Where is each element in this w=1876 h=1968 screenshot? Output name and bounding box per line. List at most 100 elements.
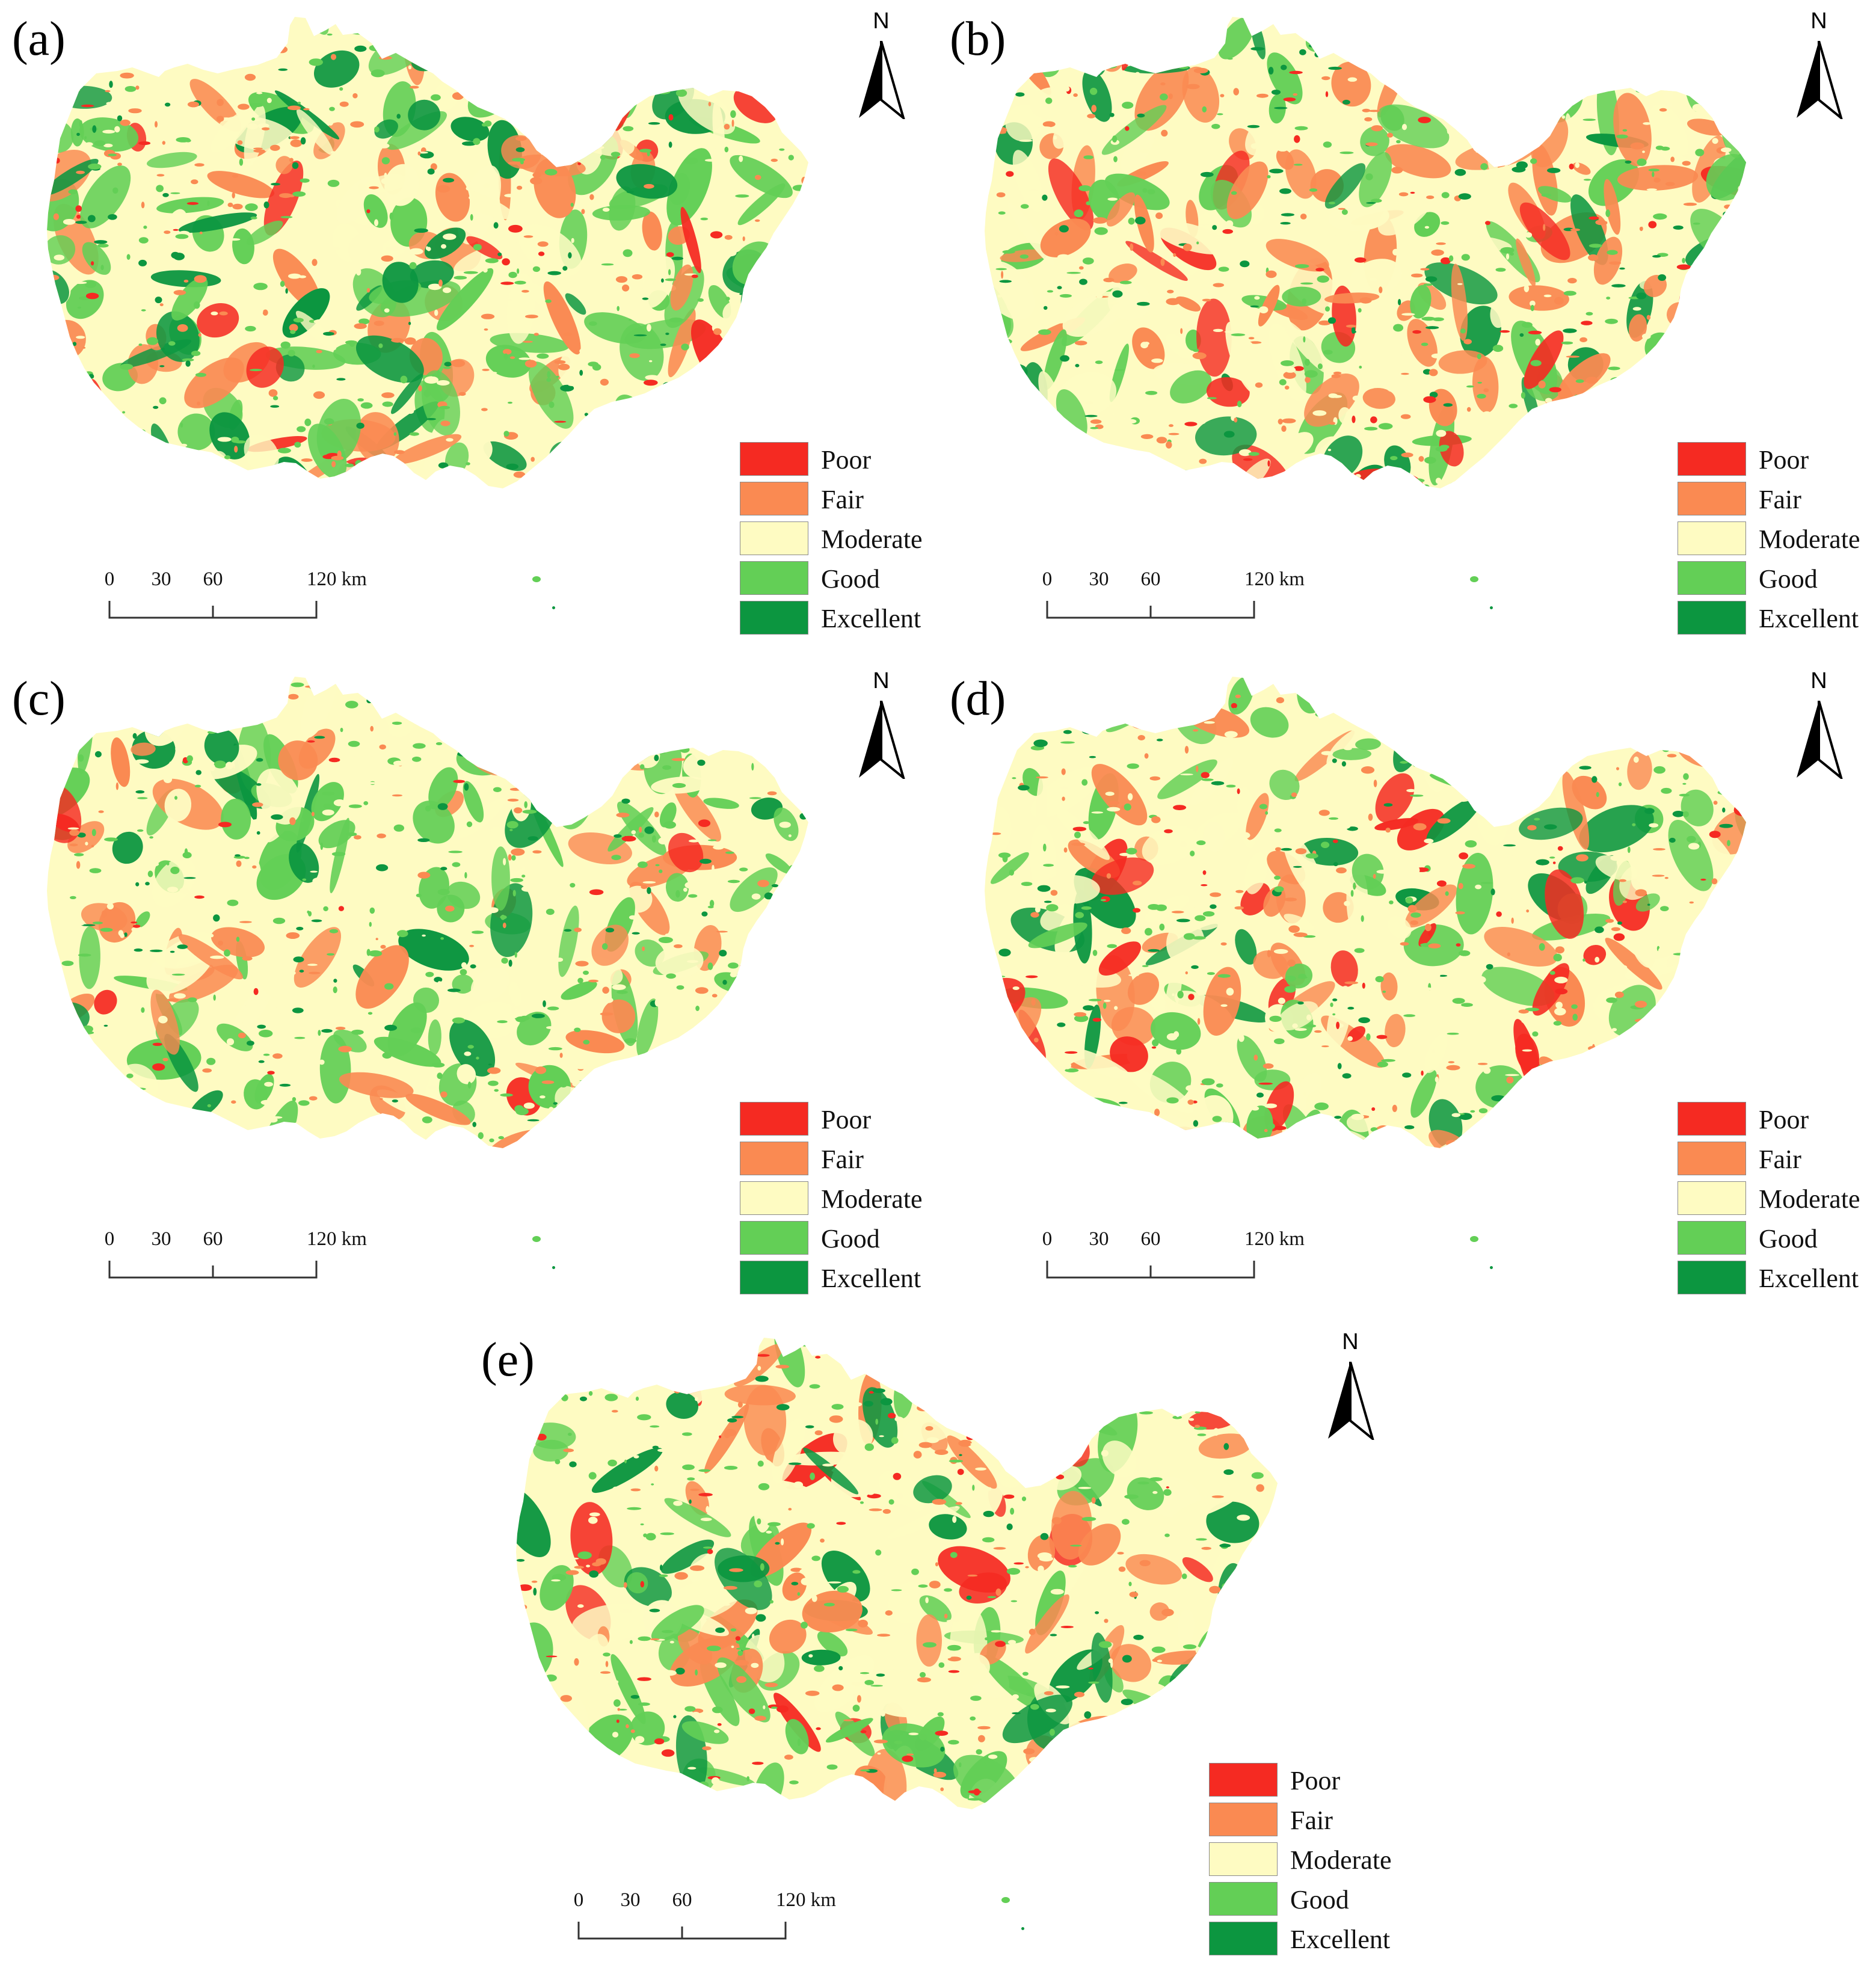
map-islet <box>1470 576 1478 582</box>
legend-label: Good <box>1759 1224 1818 1253</box>
legend-label: Good <box>1290 1885 1349 1914</box>
legend-label: Fair <box>821 1145 864 1174</box>
scale-tick-60: 60 <box>203 1228 223 1250</box>
north-arrow-icon <box>1797 701 1843 779</box>
north-letter: N <box>873 8 890 34</box>
legend-item-excellent: Excellent <box>1209 1922 1425 1957</box>
legend-swatch <box>1678 482 1746 515</box>
map-islet <box>532 576 541 582</box>
scale-bar-line <box>108 601 318 619</box>
legend-swatch <box>1678 1102 1746 1136</box>
map-region <box>47 677 808 1148</box>
legend-swatch <box>740 521 808 555</box>
scale-bar-line <box>1046 601 1255 619</box>
legend-label: Moderate <box>1759 1184 1860 1214</box>
panel-e: (e) N Poor Fair Moderate Good Excellent … <box>469 1321 1407 1968</box>
legend-item-poor: Poor <box>1678 442 1876 477</box>
legend-swatch <box>740 1142 808 1175</box>
legend-label: Good <box>821 1224 880 1253</box>
legend-swatch <box>740 1102 808 1136</box>
legend-label: Poor <box>1759 445 1809 475</box>
scale-tick-60: 60 <box>672 1889 692 1911</box>
scale-tick-30: 30 <box>1089 1228 1109 1250</box>
scale-tick-30: 30 <box>151 568 171 590</box>
legend-label: Poor <box>1759 1105 1809 1134</box>
legend-swatch <box>740 482 808 515</box>
north-arrow: N <box>1792 668 1846 780</box>
legend-label: Excellent <box>1759 604 1859 633</box>
panel-d: (d) N Poor Fair Moderate Good Excellent … <box>938 660 1876 1315</box>
scale-tick-0: 0 <box>104 568 115 590</box>
legend-item-fair: Fair <box>1678 1142 1876 1176</box>
map-region <box>985 17 1746 488</box>
scale-bar-line <box>108 1261 318 1279</box>
legend-label: Moderate <box>1290 1845 1392 1875</box>
legend-item-excellent: Excellent <box>1678 1261 1876 1296</box>
scale-bar-line <box>1046 1261 1255 1279</box>
scale-bar: 0 30 60 120 km <box>1042 568 1359 623</box>
legend-label: Moderate <box>821 524 923 554</box>
legend-swatch <box>1209 1882 1278 1916</box>
scale-bar-line <box>577 1922 787 1940</box>
map-islet <box>1470 1236 1478 1242</box>
legend-label: Good <box>821 564 880 594</box>
legend-swatch <box>1678 442 1746 476</box>
legend-item-excellent: Excellent <box>1678 601 1876 636</box>
legend-label: Fair <box>821 485 864 514</box>
legend-item-moderate: Moderate <box>1678 521 1876 556</box>
scale-tick-30: 30 <box>151 1228 171 1250</box>
panel-c: (c) N Poor Fair Moderate Good Excellent … <box>0 660 938 1315</box>
legend: Poor Fair Moderate Good Excellent <box>740 442 956 635</box>
legend-swatch <box>740 561 808 595</box>
scale-tick-30: 30 <box>620 1889 641 1911</box>
north-letter: N <box>1810 8 1827 34</box>
legend-label: Moderate <box>1759 524 1860 554</box>
legend-label: Fair <box>1759 1145 1801 1174</box>
legend-item-excellent: Excellent <box>740 1261 956 1296</box>
scale-bar: 0 30 60 120 km <box>1042 1228 1359 1282</box>
legend-swatch <box>1209 1803 1278 1836</box>
legend-item-good: Good <box>740 1221 956 1256</box>
legend-swatch <box>1678 1181 1746 1215</box>
legend-item-moderate: Moderate <box>1209 1842 1425 1877</box>
legend-item-excellent: Excellent <box>740 601 956 636</box>
scale-tick-120: 120 km <box>307 1228 367 1250</box>
legend-swatch <box>1678 521 1746 555</box>
scale-tick-30: 30 <box>1089 568 1109 590</box>
panel-label: (a) <box>12 13 66 66</box>
north-arrow-icon <box>1328 1362 1374 1440</box>
legend: Poor Fair Moderate Good Excellent <box>740 1102 956 1294</box>
north-arrow: N <box>1323 1329 1377 1441</box>
legend-label: Excellent <box>821 604 921 633</box>
legend-swatch <box>740 442 808 476</box>
legend: Poor Fair Moderate Good Excellent <box>1209 1763 1425 1955</box>
legend-item-fair: Fair <box>740 1142 956 1176</box>
legend-item-good: Good <box>1678 1221 1876 1256</box>
panel-label: (d) <box>950 672 1006 725</box>
map-islet <box>1001 1897 1010 1903</box>
scale-tick-120: 120 km <box>1244 1228 1305 1250</box>
legend-swatch <box>1678 561 1746 595</box>
legend-label: Excellent <box>1290 1925 1391 1954</box>
north-arrow: N <box>1792 8 1846 120</box>
scale-tick-0: 0 <box>104 1228 115 1250</box>
legend-item-good: Good <box>740 561 956 596</box>
legend-swatch <box>740 1221 808 1255</box>
map-islet <box>1021 1927 1024 1930</box>
legend-item-poor: Poor <box>740 442 956 477</box>
legend-swatch <box>740 601 808 635</box>
scale-bar: 0 30 60 120 km <box>104 568 421 623</box>
scale-tick-0: 0 <box>573 1889 584 1911</box>
scale-tick-60: 60 <box>1140 568 1161 590</box>
north-arrow: N <box>854 8 908 120</box>
legend-swatch <box>740 1261 808 1294</box>
north-arrow-icon <box>859 701 905 779</box>
panel-b: (b) N Poor Fair Moderate Good Excellent … <box>938 0 1876 656</box>
legend-label: Poor <box>821 445 872 475</box>
map-region <box>516 1338 1278 1809</box>
legend-swatch <box>1678 1221 1746 1255</box>
legend-item-fair: Fair <box>1678 482 1876 517</box>
legend-swatch <box>1678 601 1746 635</box>
scale-tick-120: 120 km <box>1244 568 1305 590</box>
legend: Poor Fair Moderate Good Excellent <box>1678 1102 1876 1294</box>
